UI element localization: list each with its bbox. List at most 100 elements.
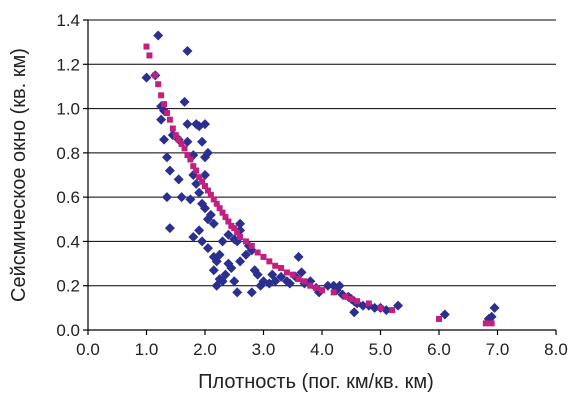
x-tick-label: 4.0: [310, 340, 334, 359]
series-2-point: [237, 234, 244, 240]
x-tick-label: 5.0: [369, 340, 393, 359]
series-2-point: [213, 200, 220, 207]
series-1-point: [197, 236, 208, 247]
series-2-point: [190, 163, 197, 170]
series-2-point: [313, 284, 320, 291]
series-1-point: [393, 300, 404, 311]
series-2-point: [199, 178, 206, 185]
series-1-point: [369, 302, 380, 313]
series-1-point: [202, 147, 213, 158]
series-1-point: [200, 170, 210, 180]
data-points: [141, 30, 500, 327]
series-1-point: [182, 136, 193, 147]
series-1-point: [255, 280, 266, 291]
series-2-point: [348, 296, 355, 302]
x-axis-title: Плотность (пог. км/кв. км): [198, 371, 434, 393]
series-2-point: [365, 300, 372, 307]
series-2-point: [210, 196, 217, 203]
y-tick-label: 0.0: [56, 321, 80, 340]
series-1-point: [200, 119, 210, 130]
series-1-point: [176, 192, 187, 203]
series-2-point: [231, 225, 238, 232]
series-1-point: [235, 256, 246, 267]
series-1-point: [322, 280, 333, 291]
series-1-point: [179, 96, 190, 107]
series-2-point: [283, 269, 290, 276]
x-tick-label: 6.0: [427, 340, 451, 359]
series-1-point: [141, 72, 152, 83]
series-1-point: [185, 194, 196, 205]
series-1-point: [197, 136, 208, 147]
y-tick-label: 0.2: [56, 277, 80, 296]
series-1-point: [211, 280, 222, 291]
series-2-point: [330, 289, 337, 296]
series-2-point: [272, 262, 279, 269]
series-2-point: [234, 229, 241, 236]
series-2-point: [354, 298, 361, 305]
series-1-point: [232, 287, 243, 298]
series-1-point: [489, 302, 500, 313]
series-2-point: [377, 304, 384, 311]
series-2-point: [289, 271, 296, 278]
series-2-point: [158, 92, 165, 99]
series-2-point: [175, 136, 182, 143]
series-2-point: [172, 132, 179, 139]
series-1-point: [208, 218, 219, 229]
series-1-point: [276, 271, 287, 282]
series-2-point: [146, 52, 153, 59]
series-2-point: [225, 218, 232, 225]
series-1-point: [164, 223, 175, 234]
gridlines: [88, 19, 556, 287]
series-1-point: [229, 276, 240, 287]
series-1-point: [293, 251, 304, 262]
series-1-point: [226, 263, 237, 273]
x-tick-label: 1.0: [135, 340, 159, 359]
y-axis-title: Сейсмическое окно (кв. км): [8, 48, 30, 302]
y-tick-label: 0.8: [56, 144, 80, 163]
series-2-point: [301, 278, 308, 285]
y-tick-label: 0.6: [56, 188, 80, 207]
series-2-point: [207, 191, 214, 198]
series-2-point: [196, 174, 203, 181]
series-1-point: [246, 287, 257, 298]
axes: [83, 19, 557, 335]
series-2-point: [193, 167, 200, 174]
series-2-point: [169, 125, 176, 132]
series-2-point: [184, 152, 191, 159]
series-1-point: [194, 225, 205, 236]
series-2-point: [202, 183, 208, 190]
series-1-point: [296, 267, 307, 278]
series-2-point: [155, 81, 162, 88]
series-1-point: [194, 187, 205, 198]
series-1-point: [270, 276, 281, 287]
series-2-point: [163, 110, 170, 116]
series-2-point: [488, 320, 495, 327]
series-2-point: [307, 282, 314, 289]
series-1-point: [202, 243, 213, 254]
series-2-point: [266, 258, 273, 265]
series-1-point: [191, 178, 202, 189]
x-tick-label: 2.0: [193, 340, 217, 359]
series-1-point: [156, 114, 167, 125]
series-2-point: [204, 187, 211, 194]
series-2-point: [222, 214, 229, 221]
series-2-point: [178, 141, 185, 147]
x-tick-label: 8.0: [544, 340, 568, 359]
series-1-point: [220, 269, 231, 280]
series-1-point: [182, 119, 193, 130]
series-2-point: [260, 253, 267, 260]
series-2-point: [242, 238, 249, 245]
series-1-point: [334, 280, 345, 291]
series-2-point: [254, 249, 261, 256]
y-tick-label: 1.2: [56, 55, 80, 74]
series-1-point: [439, 309, 450, 320]
series-1-point: [284, 278, 295, 289]
series-2-point: [436, 315, 442, 322]
series-2-point: [342, 293, 349, 300]
series-2-point: [166, 116, 173, 123]
series-1-point: [217, 236, 228, 247]
series-1-point: [161, 152, 172, 163]
series-1-point: [252, 269, 263, 280]
series-2-point: [219, 209, 226, 216]
series-1-point: [200, 203, 210, 214]
